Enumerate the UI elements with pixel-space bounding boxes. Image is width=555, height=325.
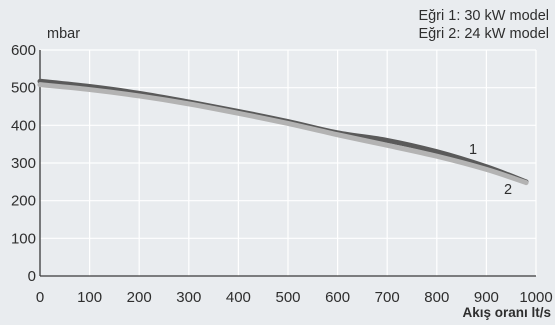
legend-line-2: Eğri 2: 24 kW model <box>418 26 549 42</box>
x-tick-label: 500 <box>275 289 300 306</box>
curve-label-1: 1 <box>469 142 477 158</box>
series-line-curve-2 <box>37 82 529 186</box>
x-tick-label: 300 <box>176 289 201 306</box>
series <box>37 78 529 186</box>
y-tick-label: 300 <box>11 155 36 172</box>
y-tick-label: 400 <box>11 117 36 134</box>
axes: 0 100 200 300 400 500 600 700 800 900 1000 0 100 200 3… <box>11 42 553 306</box>
y-tick-label: 500 <box>11 80 36 97</box>
x-tick-label: 700 <box>375 289 400 306</box>
labels: Eğri 1: 30 kW model Eğri 2: 24 kW model … <box>47 8 551 320</box>
x-tick-label: 0 <box>36 289 44 306</box>
legend-line-1: Eğri 1: 30 kW model <box>418 8 549 24</box>
curve-label-2: 2 <box>504 182 512 198</box>
x-tick-label: 200 <box>127 289 152 306</box>
y-tick-label: 100 <box>11 230 36 247</box>
x-tick-label: 400 <box>226 289 251 306</box>
y-axis-unit-label: mbar <box>47 26 80 42</box>
grid <box>40 49 537 276</box>
x-axis-title: Akış oranı lt/s <box>462 305 551 320</box>
x-tick-label: 900 <box>474 289 499 306</box>
y-tick-label: 0 <box>28 268 36 285</box>
y-tick-label: 600 <box>11 42 36 59</box>
x-tick-label: 600 <box>325 289 350 306</box>
y-tick-label: 200 <box>11 193 36 210</box>
x-tick-label: 100 <box>77 289 102 306</box>
x-tick-label: 800 <box>424 289 449 306</box>
x-tick-label: 1000 <box>519 289 552 306</box>
